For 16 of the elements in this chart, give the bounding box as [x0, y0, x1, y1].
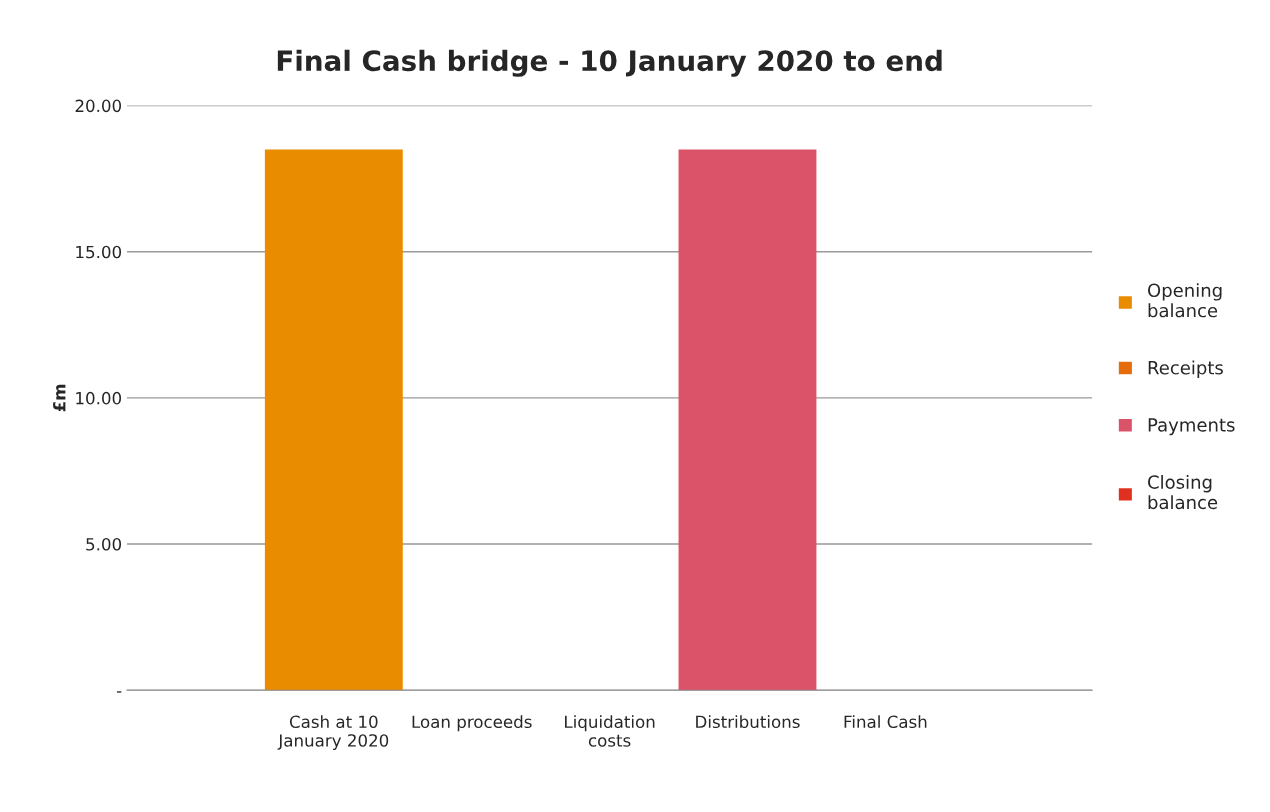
x-tick-label: Final Cash: [844, 715, 927, 729]
x-tick-label: Loan proceeds: [412, 715, 532, 732]
x-tick-label: Cash at 10 January 2020: [277, 715, 389, 750]
legend-label: Opening balance: [1148, 283, 1222, 318]
chart-title: Final Cash bridge - 10 January 2020 to end: [277, 49, 942, 77]
y-tick-label: 10.00: [76, 391, 122, 405]
y-tick-label: 5.00: [86, 538, 122, 551]
legend-label: Closing balance: [1148, 474, 1218, 510]
x-tick-label: Distributions: [696, 715, 800, 729]
x-tick-label: Liquidation costs: [565, 715, 655, 747]
y-tick-label: 15.00: [76, 245, 122, 259]
y-tick-label: 20.00: [75, 99, 122, 113]
y-axis-title: £m: [53, 384, 66, 412]
legend-label: Receipts: [1148, 360, 1223, 379]
legend-label: Payments: [1148, 418, 1235, 436]
y-tick-label: -: [116, 691, 122, 693]
